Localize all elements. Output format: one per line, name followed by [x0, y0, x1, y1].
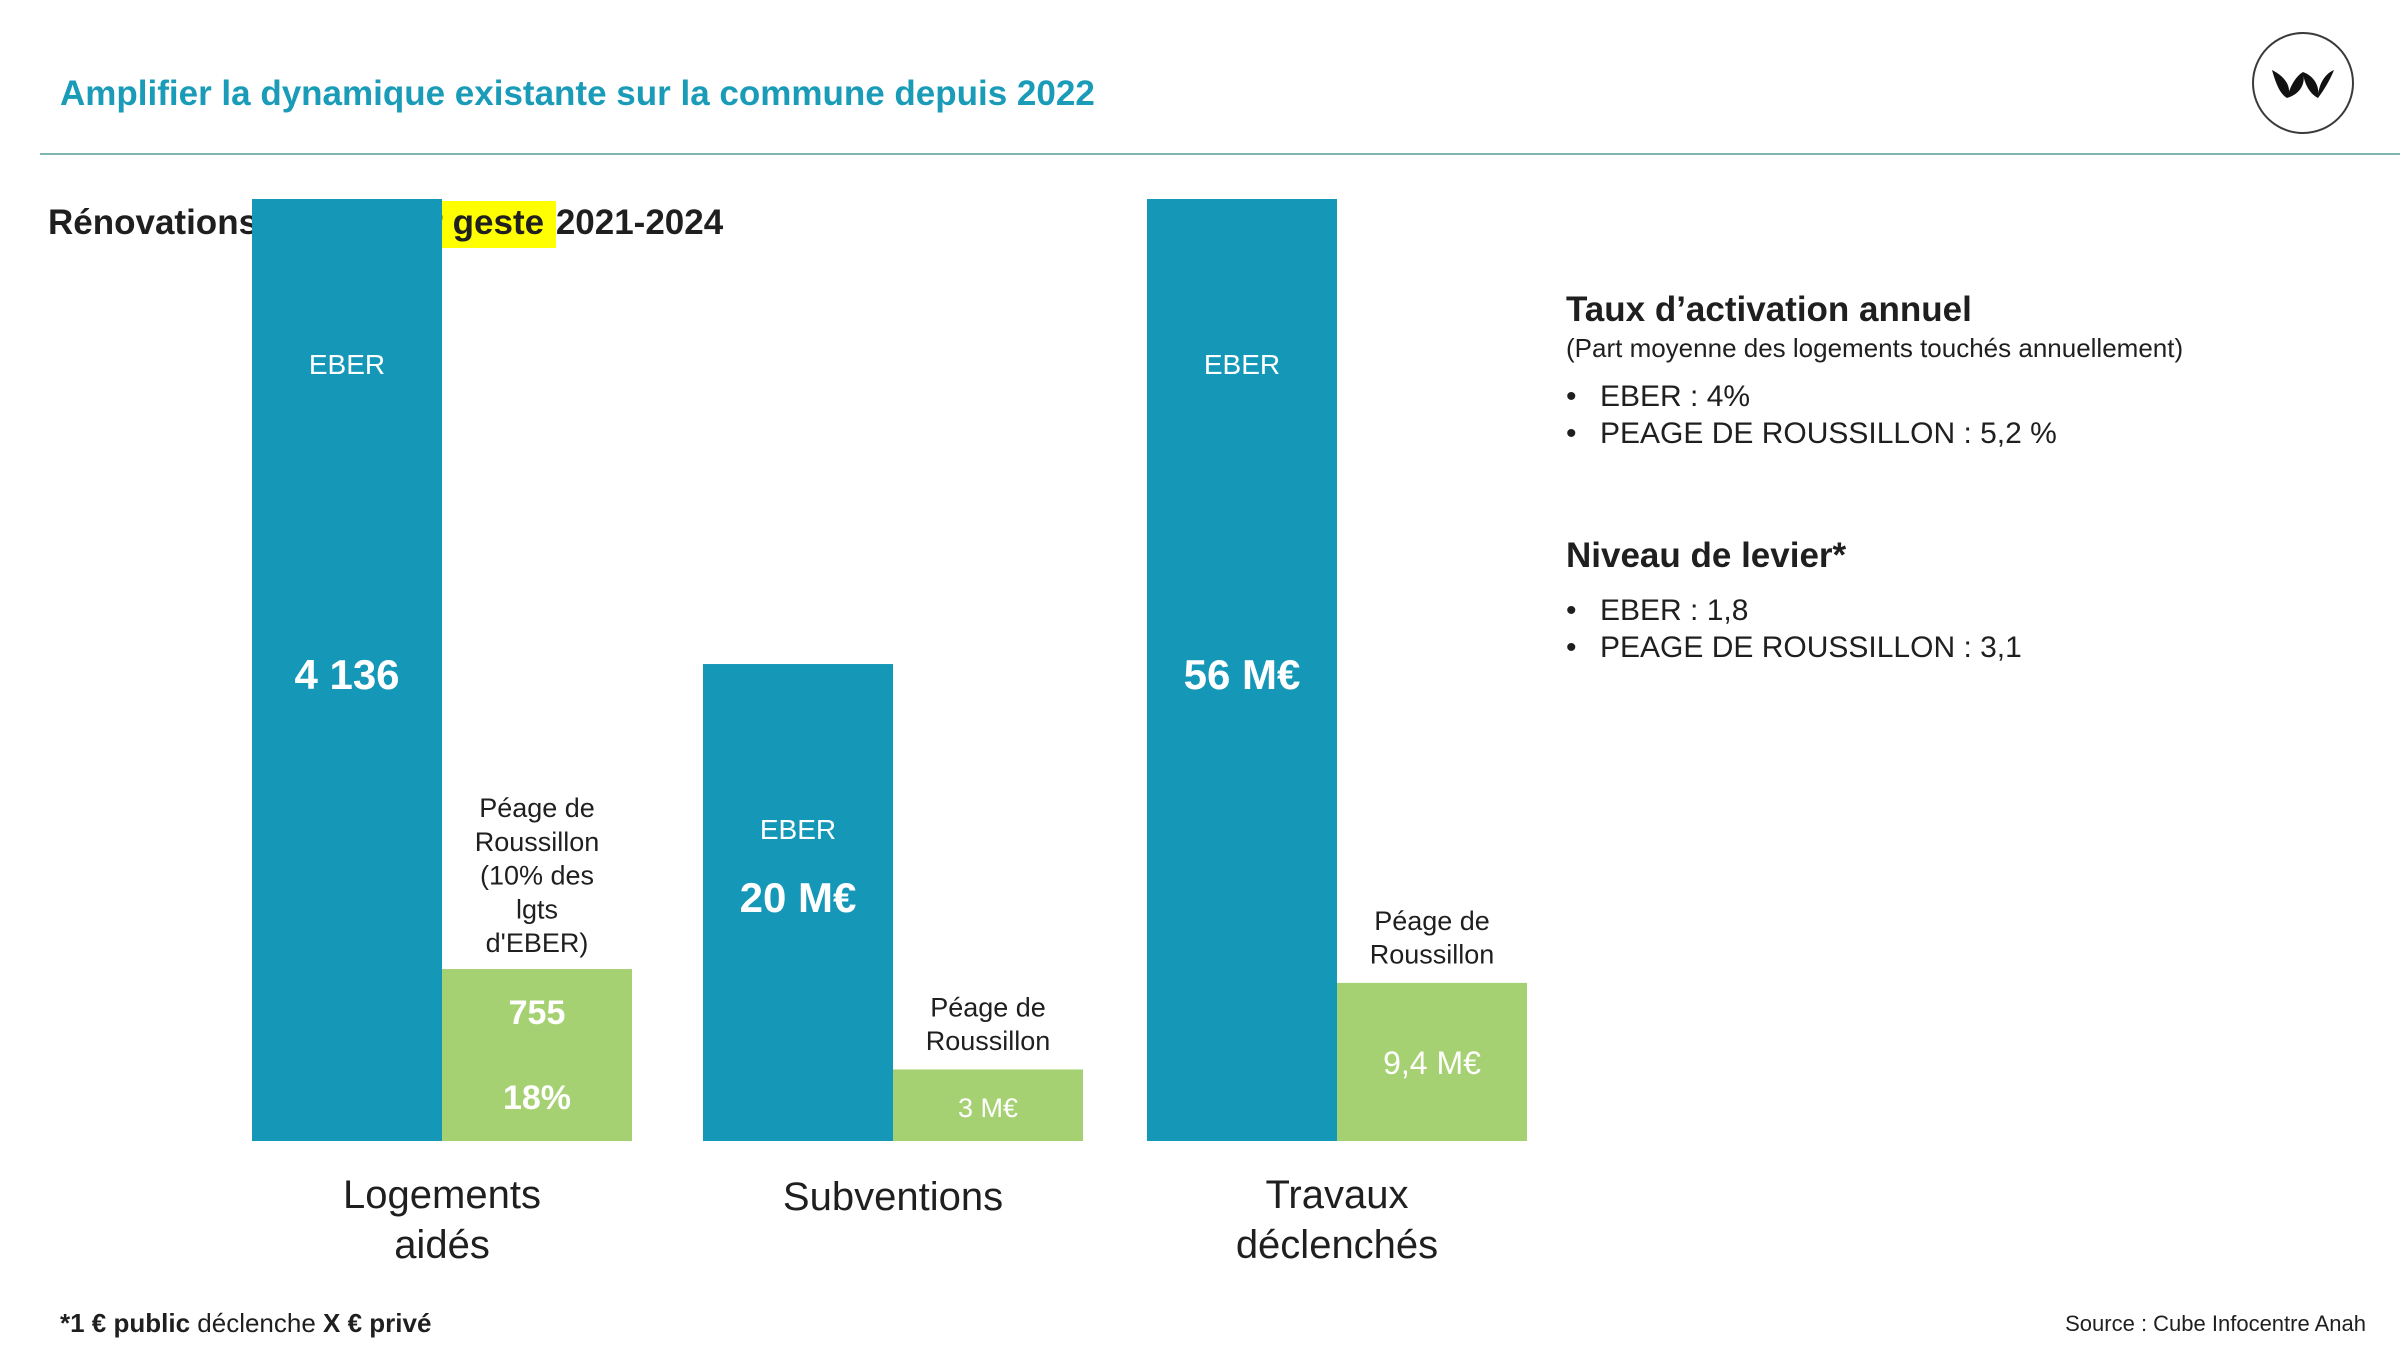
- list-item: • EBER : 4%: [1566, 378, 2057, 415]
- footnote: *1 € public déclenche X € privé: [60, 1308, 431, 1339]
- bar-peage: [442, 969, 632, 1141]
- leverage-peage: PEAGE DE ROUSSILLON : 3,1: [1600, 631, 2022, 664]
- bar-series-label: Péage de Roussillon: [1370, 906, 1495, 970]
- bullet-icon: •: [1566, 594, 1577, 627]
- activation-list: • EBER : 4% • PEAGE DE ROUSSILLON : 5,2 %: [1566, 378, 2057, 452]
- bullet-icon: •: [1566, 380, 1577, 413]
- activation-eber: EBER : 4%: [1600, 380, 1751, 413]
- bar-value-label: 56 M€: [1184, 651, 1301, 698]
- header-divider: [40, 153, 2400, 155]
- bar-peage: [893, 1069, 1083, 1141]
- leverage-title: Niveau de levier*: [1566, 536, 1847, 575]
- list-item: • EBER : 1,8: [1566, 592, 2022, 629]
- bar-eber: [252, 199, 442, 1141]
- bar-value-label: 755: [509, 994, 566, 1032]
- category-label: Travaux déclenchés: [1236, 1173, 1438, 1267]
- activation-note: (Part moyenne des logements touchés annu…: [1566, 333, 2184, 363]
- leverage-list: • EBER : 1,8 • PEAGE DE ROUSSILLON : 3,1: [1566, 592, 2022, 666]
- bar-extra-label: 18%: [503, 1079, 571, 1117]
- source-note: Source : Cube Infocentre Anah: [2065, 1311, 2366, 1336]
- category-label: Subventions: [783, 1175, 1003, 1219]
- bar-series-label: EBER: [309, 349, 385, 380]
- category-label: Logements aidés: [343, 1173, 541, 1267]
- page-title: Amplifier la dynamique existante sur la …: [60, 74, 1095, 113]
- bullet-icon: •: [1566, 631, 1577, 664]
- bar-value-label: 4 136: [294, 651, 399, 698]
- activation-peage: PEAGE DE ROUSSILLON : 5,2 %: [1600, 417, 2057, 450]
- bar-eber: [703, 664, 893, 1141]
- leaf-logo-icon: [2252, 32, 2354, 134]
- bullet-icon: •: [1566, 417, 1577, 450]
- bar-peage: [1337, 982, 1527, 1141]
- list-item: • PEAGE DE ROUSSILLON : 5,2 %: [1566, 415, 2057, 452]
- bar-series-label: EBER: [1204, 349, 1280, 380]
- bar-series-label: EBER: [760, 814, 836, 845]
- footnote-private: X € privé: [323, 1308, 432, 1338]
- bar-value-label: 9,4 M€: [1383, 1045, 1481, 1081]
- activation-title: Taux d’activation annuel: [1566, 290, 1972, 329]
- footnote-public: *1 € public: [60, 1308, 191, 1338]
- bar-value-label: 3 M€: [958, 1093, 1018, 1123]
- bar-series-label: Péage de Roussillon (10% des lgts d'EBER): [475, 793, 600, 958]
- leverage-eber: EBER : 1,8: [1600, 594, 1749, 627]
- list-item: • PEAGE DE ROUSSILLON : 3,1: [1566, 629, 2022, 666]
- subtitle-period: 2021-2024: [555, 203, 724, 242]
- footnote-text: déclenche: [190, 1308, 324, 1338]
- bar-series-label: Péage de Roussillon: [926, 992, 1051, 1056]
- bar-eber: [1147, 199, 1337, 1141]
- bar-value-label: 20 M€: [740, 874, 857, 921]
